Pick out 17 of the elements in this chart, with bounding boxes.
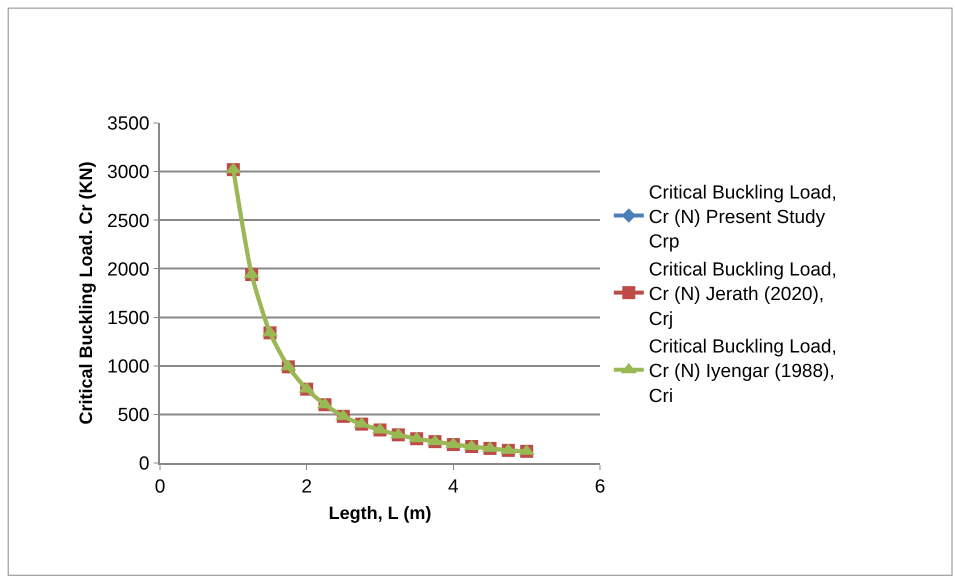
- x-tick-label: 2: [301, 476, 312, 498]
- y-tick-label: 3500: [107, 114, 150, 135]
- y-tick-label: 2500: [107, 210, 150, 232]
- x-tick-label: 0: [154, 476, 166, 498]
- legend-label: Critical Buckling Load, Cr (N) Present Study Crp: [648, 182, 837, 253]
- legend-label: Critical Buckling Load, Cr (N) Iyengar (1988), Cri: [648, 336, 837, 407]
- y-tick-label: 1000: [107, 356, 150, 378]
- x-axis-title: Legth, L (m): [328, 503, 432, 524]
- y-tick-label: 3000: [107, 162, 150, 184]
- y-tick-label: 1500: [107, 308, 150, 329]
- y-axis-title: Critical Buckling Load. Cr (KN): [76, 161, 96, 425]
- y-tick-label: 500: [118, 405, 150, 426]
- y-tick-label: 0: [138, 454, 150, 475]
- y-tick-label: 2000: [107, 259, 150, 280]
- x-tick-label: 6: [594, 476, 606, 498]
- legend-label: Critical Buckling Load, Cr (N) Jerath (2020), Crj: [648, 259, 837, 330]
- x-tick-label: 4: [448, 476, 460, 498]
